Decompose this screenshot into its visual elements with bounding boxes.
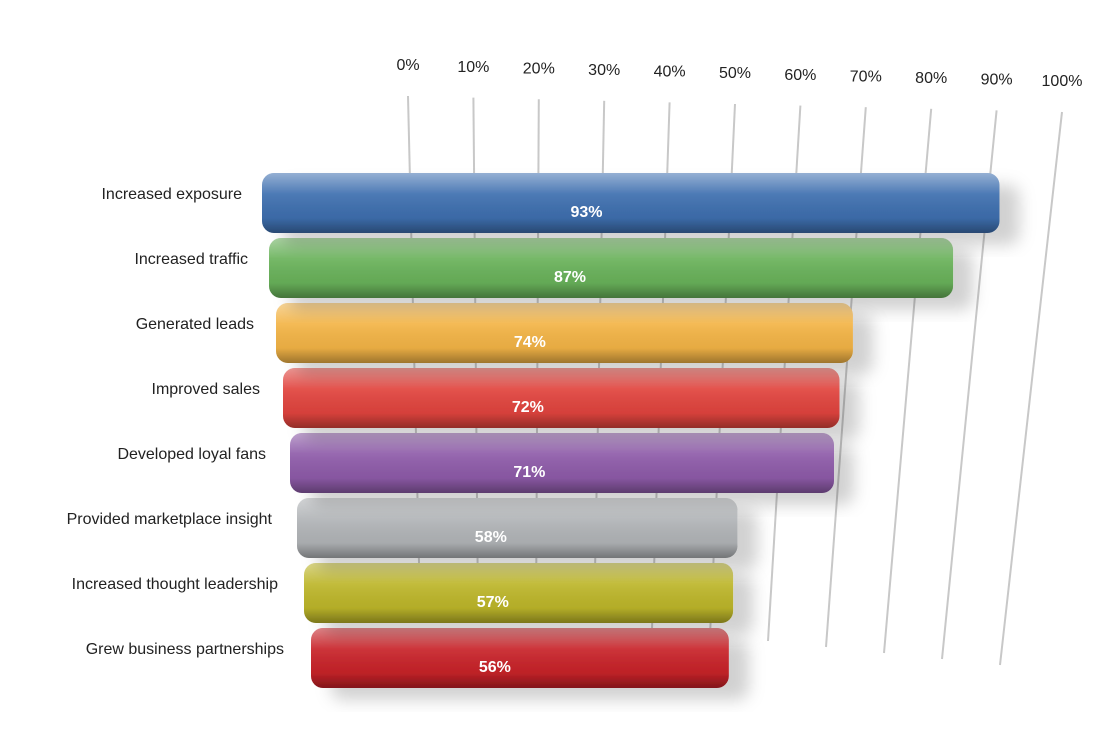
bar-shine xyxy=(304,563,734,623)
bar-shine xyxy=(311,628,729,688)
category-label: Developed loyal fans xyxy=(117,446,266,463)
bars: 56% Grew business partnerships 57% Increase… xyxy=(67,173,1000,688)
bar-group: 71% xyxy=(290,433,835,493)
category-label: Increased thought leadership xyxy=(72,576,278,593)
x-tick-label: 40% xyxy=(654,64,686,81)
bar-shine xyxy=(262,173,1000,233)
bar-shine xyxy=(269,238,954,298)
value-label: 58% xyxy=(475,529,507,546)
value-label: 71% xyxy=(513,464,545,481)
x-tick-label: 90% xyxy=(981,72,1013,89)
bar-group: 56% xyxy=(311,628,729,688)
category-label: Grew business partnerships xyxy=(86,641,284,658)
x-tick-label: 0% xyxy=(396,57,419,74)
bar-shine xyxy=(297,498,738,558)
bar-group: 72% xyxy=(283,368,840,428)
x-tick-label: 60% xyxy=(784,67,816,84)
x-tick-label: 70% xyxy=(850,68,882,85)
bar-group: 57% xyxy=(304,563,734,623)
grid-line xyxy=(999,111,1063,666)
value-label: 74% xyxy=(514,334,546,351)
value-label: 93% xyxy=(570,204,602,221)
x-tick-label: 20% xyxy=(523,60,555,77)
category-label: Provided marketplace insight xyxy=(67,511,273,528)
bar-shine xyxy=(283,368,840,428)
value-label: 56% xyxy=(479,659,511,676)
category-label: Improved sales xyxy=(152,381,261,398)
category-label: Generated leads xyxy=(136,316,254,333)
value-label: 57% xyxy=(477,594,509,611)
category-label: Increased exposure xyxy=(101,186,242,203)
bar-group: 58% xyxy=(297,498,738,558)
bar-group: 74% xyxy=(276,303,853,363)
value-label: 87% xyxy=(554,269,586,286)
bar-shine xyxy=(276,303,853,363)
x-tick-label: 100% xyxy=(1042,73,1083,90)
x-tick-label: 10% xyxy=(457,59,489,76)
x-tick-label: 30% xyxy=(588,62,620,79)
x-tick-label: 50% xyxy=(719,65,751,82)
bar-group: 87% xyxy=(269,238,954,298)
x-tick-label: 80% xyxy=(915,70,947,87)
bar-group: 93% xyxy=(262,173,1000,233)
category-label: Increased traffic xyxy=(134,251,248,268)
bar-shine xyxy=(290,433,835,493)
value-label: 72% xyxy=(512,399,544,416)
